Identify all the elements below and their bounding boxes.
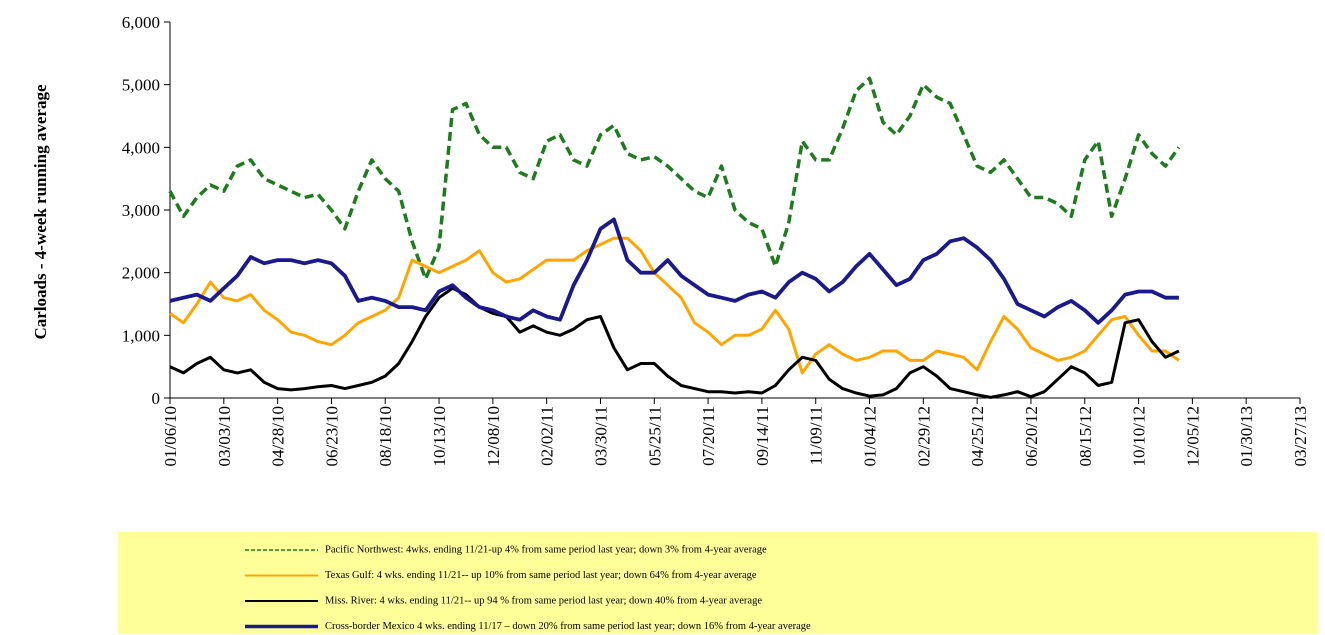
y-tick-label: 4,000	[122, 138, 160, 157]
x-tick-label: 03/27/13	[1291, 406, 1310, 466]
y-axis-label: Carloads - 4-week running average	[31, 84, 50, 339]
x-tick-label: 04/28/10	[269, 406, 288, 466]
x-tick-label: 08/18/10	[376, 406, 395, 466]
series-line	[169, 217, 1179, 325]
x-tick-label: 12/05/12	[1183, 406, 1202, 466]
x-tick-label: 10/13/10	[430, 406, 449, 466]
x-tick-label: 12/08/10	[484, 406, 503, 466]
x-tick-label: 03/03/10	[215, 406, 234, 466]
y-tick-label: 1,000	[122, 326, 160, 345]
legend-label: Texas Gulf: 4 wks. ending 11/21-- up 10%…	[325, 570, 757, 581]
x-tick-label: 04/25/12	[968, 406, 987, 466]
series-line	[169, 286, 1180, 399]
x-tick-label: 02/29/12	[914, 406, 933, 466]
x-tick-label: 10/10/12	[1130, 406, 1149, 466]
x-tick-label: 01/30/13	[1237, 406, 1256, 466]
x-tick-label: 11/09/11	[807, 406, 826, 465]
x-tick-label: 06/23/10	[322, 406, 341, 466]
x-tick-label: 07/20/11	[699, 406, 718, 466]
y-tick-label: 3,000	[122, 201, 160, 220]
x-tick-label: 06/20/12	[1022, 406, 1041, 466]
series-line	[169, 236, 1180, 375]
x-tick-label: 05/25/11	[645, 406, 664, 466]
legend-box	[118, 532, 1318, 634]
legend-label: Miss. River: 4 wks. ending 11/21-- up 94…	[325, 595, 762, 606]
y-tick-label: 0	[152, 389, 161, 408]
legend-label: Pacific Northwest: 4wks. ending 11/21-up…	[325, 544, 767, 555]
x-tick-label: 08/15/12	[1076, 406, 1095, 466]
x-tick-label: 01/06/10	[161, 406, 180, 466]
x-tick-label: 01/04/12	[861, 406, 880, 466]
y-tick-label: 2,000	[122, 264, 160, 283]
series-line	[168, 76, 1181, 281]
y-tick-label: 6,000	[122, 13, 160, 32]
x-tick-label: 02/02/11	[538, 406, 557, 466]
legend-label: Cross-border Mexico 4 wks. ending 11/17 …	[325, 621, 811, 632]
x-tick-label: 03/30/11	[591, 406, 610, 466]
y-tick-label: 5,000	[122, 76, 160, 95]
x-tick-label: 09/14/11	[753, 406, 772, 466]
